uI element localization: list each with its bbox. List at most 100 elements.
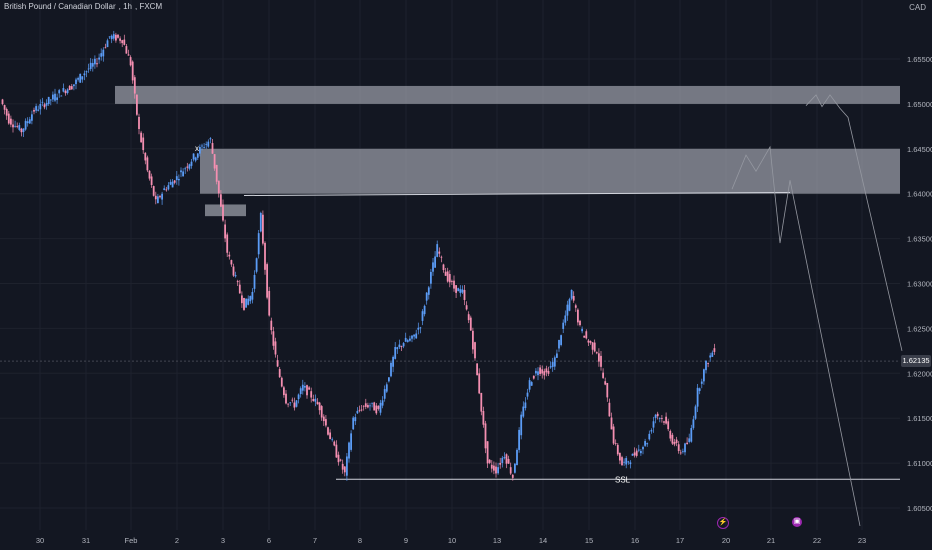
candle-body (83, 73, 86, 76)
candle-body (535, 370, 537, 374)
candle-body (652, 421, 655, 428)
candle-body (623, 461, 625, 463)
candle-body (703, 369, 705, 382)
price-axis-label: 1.60500 (907, 504, 932, 513)
candle-body (35, 106, 37, 111)
candle-body (360, 409, 363, 411)
candle-body (547, 370, 550, 374)
candle-body (68, 85, 71, 91)
time-axis-label: 20 (722, 536, 730, 545)
candle-body (684, 443, 686, 453)
candle-body (348, 442, 350, 459)
candle-body (614, 443, 617, 444)
candle-body (415, 333, 418, 339)
candle-body (121, 40, 124, 44)
price-axis[interactable]: 1.65500 1.65000 1.64500 1.64000 1.63500 1.630… (907, 55, 932, 513)
candle-body (146, 157, 149, 171)
candle-body (73, 84, 75, 87)
candle-body (644, 441, 646, 446)
candle-body (606, 382, 609, 398)
candle-body (430, 271, 432, 284)
candle-body (585, 331, 588, 339)
candle-body (31, 114, 33, 121)
candle-body (358, 409, 361, 411)
time-axis-label: 13 (493, 536, 501, 545)
candle-body (175, 176, 178, 181)
time-axis-label: 14 (539, 536, 547, 545)
time-axis-label: 23 (858, 536, 866, 545)
candle-body (648, 433, 651, 440)
candle-body (75, 79, 77, 85)
candle-body (297, 394, 300, 400)
economic-event-icon[interactable]: ▣ (792, 517, 802, 527)
candle-body (425, 292, 428, 301)
candle-body (518, 429, 520, 450)
candle-body (115, 34, 117, 41)
candle-body (125, 46, 128, 54)
candle-body (58, 90, 61, 94)
candle-body (255, 258, 258, 272)
candle-body (131, 61, 134, 81)
candle-body (383, 389, 386, 399)
candle-body (667, 421, 670, 430)
candle-body (411, 335, 413, 339)
time-axis-label: 21 (767, 536, 775, 545)
candle-body (285, 393, 287, 404)
candle-body (461, 289, 464, 293)
candle-body (230, 260, 233, 265)
candle-body (10, 118, 12, 125)
candle-body (18, 125, 21, 130)
candle-body (165, 189, 168, 191)
candle-body (394, 346, 397, 359)
currency-label: CAD (909, 3, 926, 12)
price-axis-label: 1.63500 (907, 235, 932, 244)
candle-body (45, 102, 48, 106)
current-price-tag: 1.62135 (901, 355, 931, 368)
candle-body (182, 171, 184, 177)
candle-body (505, 454, 508, 464)
candle-body (171, 181, 174, 188)
candle-body (560, 335, 562, 345)
candle-body (318, 402, 321, 411)
candle-body (226, 234, 229, 253)
candle-body (619, 452, 621, 461)
candle-body (398, 344, 401, 348)
candle-body (236, 281, 239, 283)
candle-body (627, 461, 630, 463)
candle-body (440, 256, 443, 258)
candle-body (64, 90, 67, 94)
candle-body (463, 289, 466, 300)
candle-body (451, 280, 453, 282)
candle-body (350, 433, 352, 450)
candle-body (287, 403, 289, 405)
candle-body (604, 381, 607, 385)
flash-icon[interactable]: ⚡ (717, 517, 729, 529)
candle-body (98, 57, 100, 60)
candle-body (79, 73, 82, 83)
candle-body (385, 384, 388, 392)
time-axis-label: 22 (813, 536, 821, 545)
candle-body (705, 360, 707, 371)
time-axis[interactable]: 30 31 Feb 2 3 6 7 8 9 10 13 14 15 16 17 20 21 22 23 (36, 536, 866, 545)
candle-body (192, 153, 195, 160)
candle-body (524, 402, 527, 409)
candle-body (566, 304, 569, 316)
ssl-label: SSL (615, 475, 631, 484)
candle-body (369, 405, 371, 407)
time-axis-label: 6 (267, 536, 271, 545)
candle-body (421, 311, 424, 321)
candle-body (77, 78, 79, 80)
price-axis-label: 1.65000 (907, 100, 932, 109)
candle-body (392, 356, 394, 367)
candle-body (144, 152, 147, 161)
candle-body (87, 68, 90, 70)
candle-body (169, 182, 172, 185)
candle-body (217, 180, 220, 194)
candle-body (690, 428, 693, 442)
projection-line (805, 94, 903, 351)
candle-body (291, 399, 294, 401)
candle-body (432, 262, 434, 272)
candle-body (472, 330, 474, 350)
candle-body (362, 405, 365, 407)
